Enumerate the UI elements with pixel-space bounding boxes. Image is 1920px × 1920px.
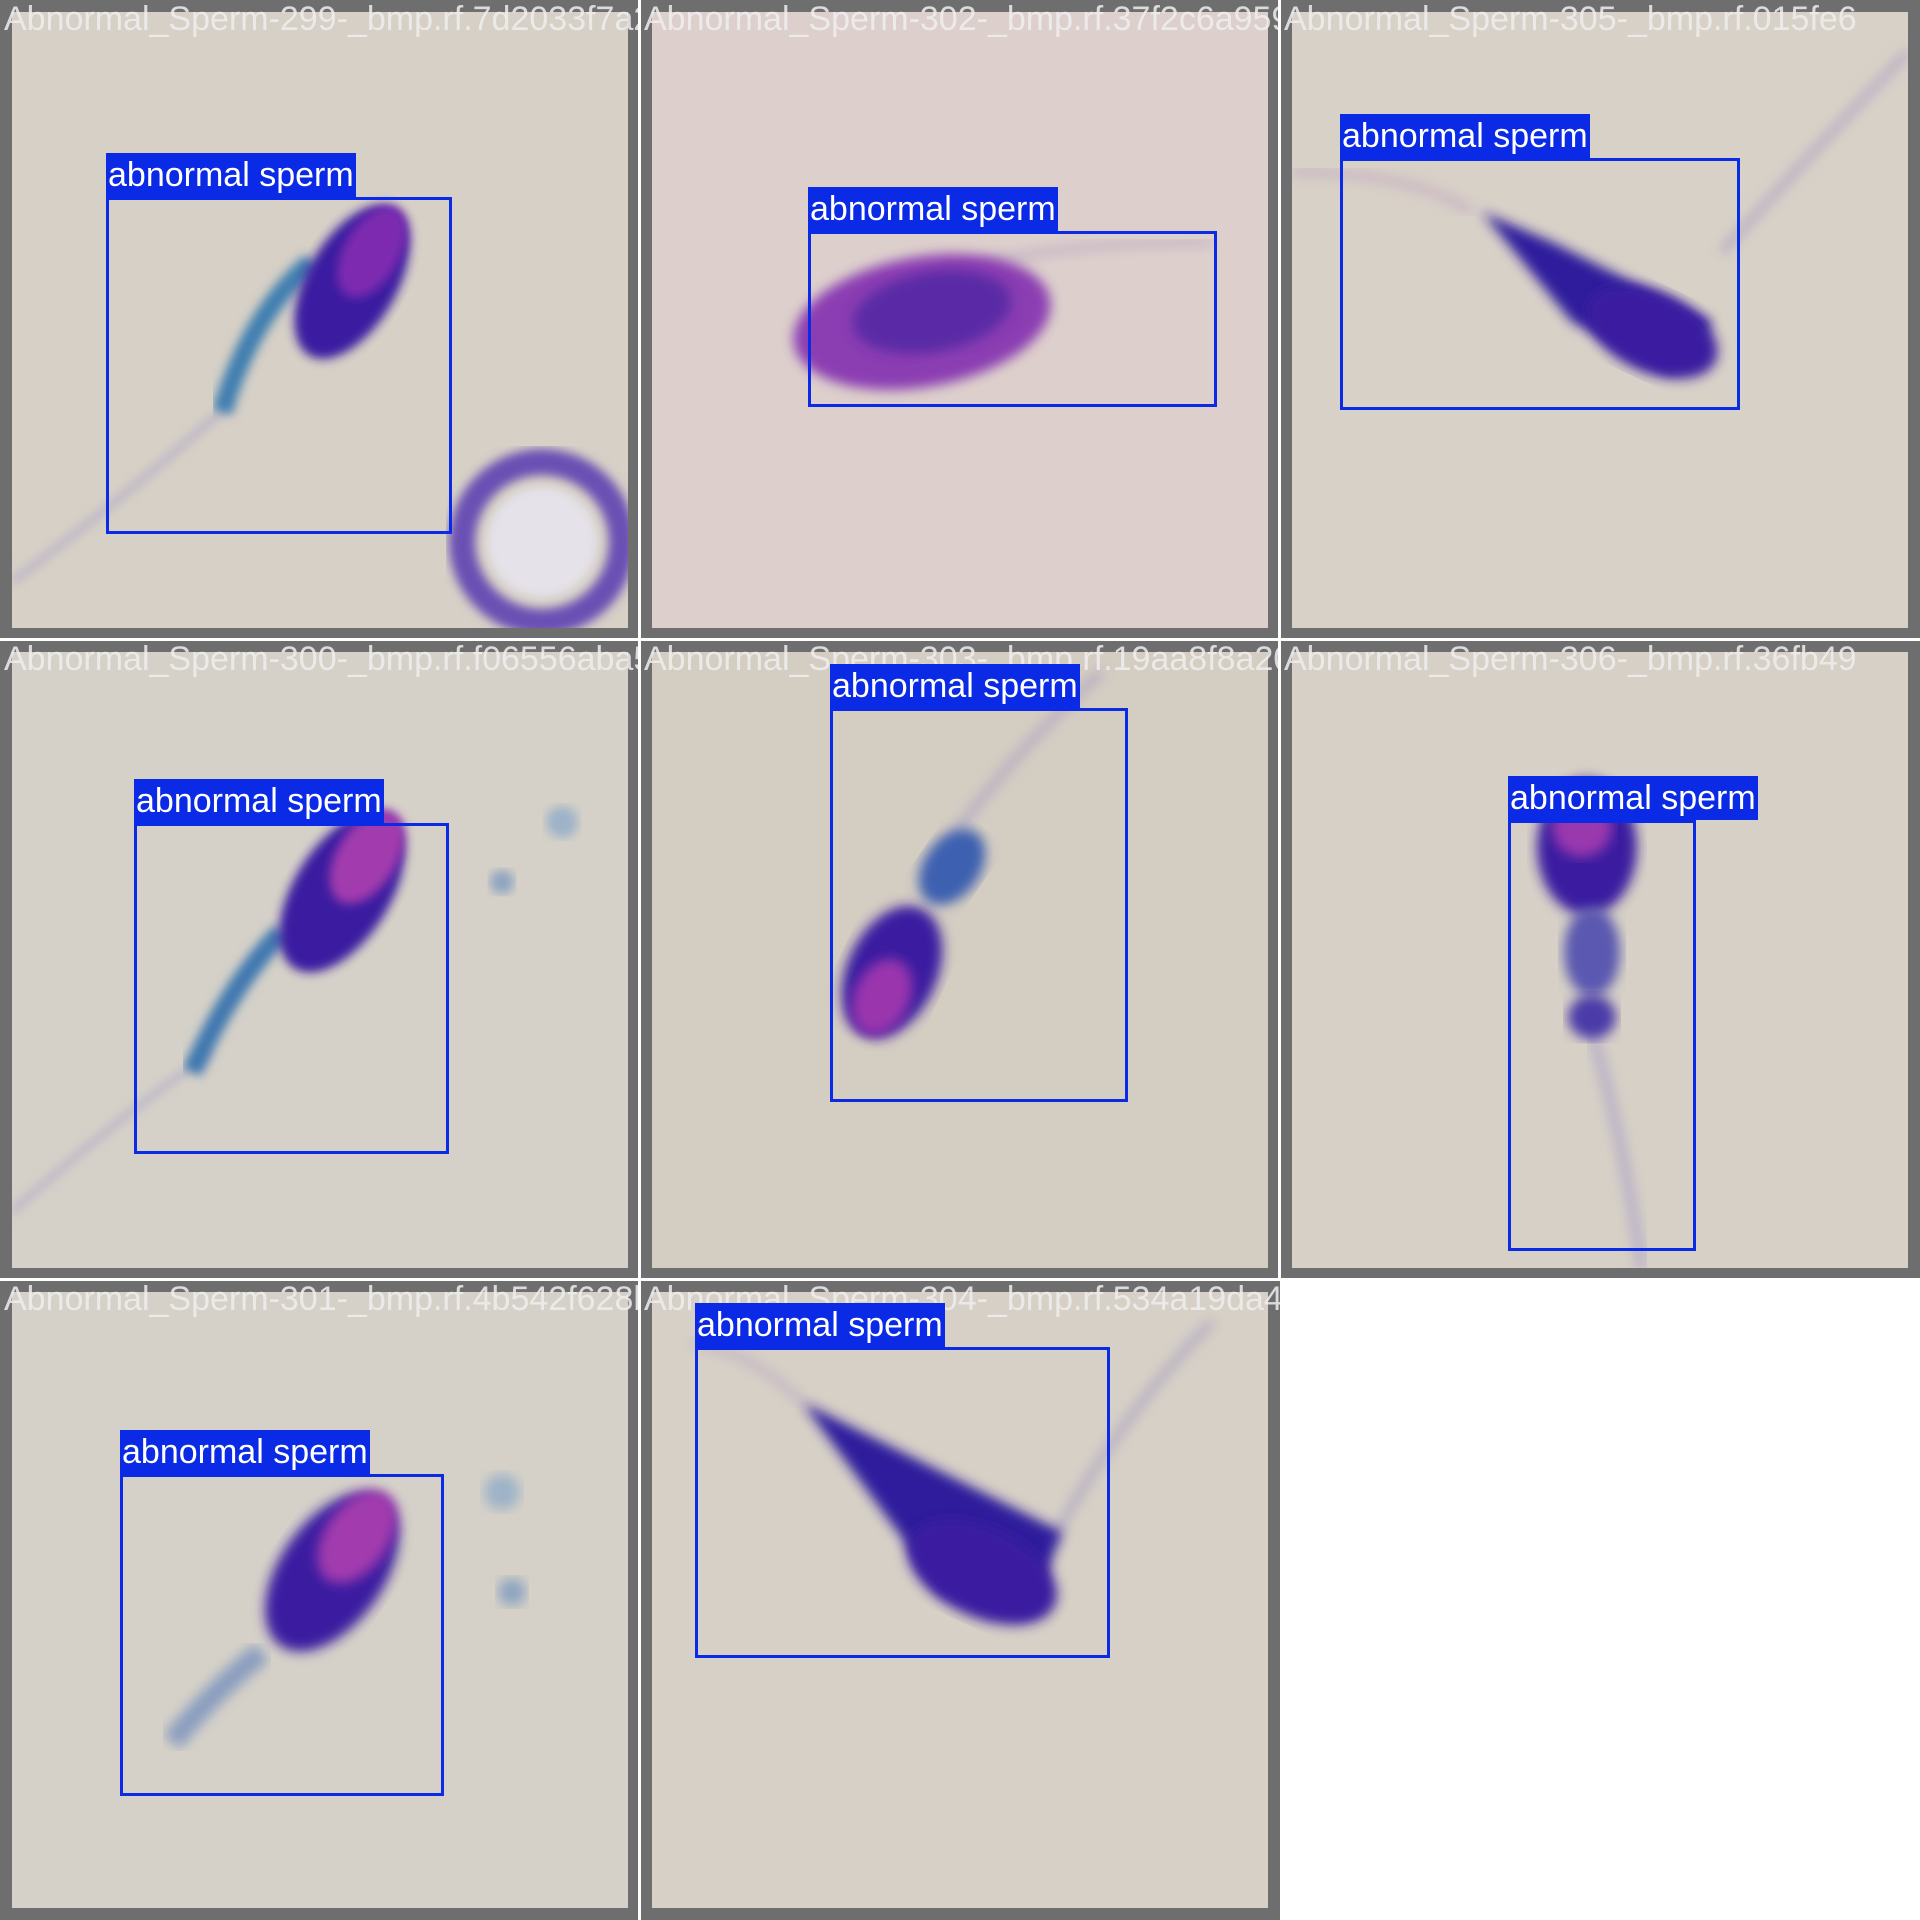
detection-label: abnormal sperm <box>830 664 1080 708</box>
detection-box <box>695 1347 1110 1658</box>
grid-divider <box>0 638 1920 641</box>
image-filename: Abnormal_Sperm-299-_bmp.rf.7d2033f7a2b48 <box>4 0 640 38</box>
image-filename: Abnormal_Sperm-301-_bmp.rf.4b542f628b7 <box>4 1280 640 1318</box>
grid-divider <box>638 0 641 1920</box>
detection-box <box>120 1474 444 1796</box>
image-tile-5: Abnormal_Sperm-303-_bmp.rf.19aa8f8a207e … <box>640 640 1280 1280</box>
detection-box <box>106 197 452 534</box>
micrograph-image <box>1292 652 1908 1268</box>
detection-label: abnormal sperm <box>1340 114 1590 158</box>
detection-label: abnormal sperm <box>1508 776 1758 820</box>
image-tile-1: Abnormal_Sperm-299-_bmp.rf.7d2033f7a2b48… <box>0 0 640 640</box>
image-tile-7: Abnormal_Sperm-301-_bmp.rf.4b542f628b7 a… <box>0 1280 640 1920</box>
detection-box <box>808 231 1217 407</box>
image-filename: Abnormal_Sperm-305-_bmp.rf.015fe6 <box>1284 0 1857 38</box>
micrograph-image <box>12 652 628 1268</box>
grid-divider <box>0 1278 1920 1281</box>
detection-box <box>134 823 449 1154</box>
detection-label: abnormal sperm <box>120 1430 370 1474</box>
detection-label: abnormal sperm <box>106 153 356 197</box>
detection-box <box>1508 820 1696 1251</box>
micrograph-image <box>652 1292 1268 1908</box>
detection-label: abnormal sperm <box>134 779 384 823</box>
detection-label: abnormal sperm <box>695 1303 945 1347</box>
micrograph-image <box>652 12 1268 628</box>
image-tile-4: Abnormal_Sperm-300-_bmp.rf.f06556aba5870… <box>0 640 640 1280</box>
detection-label: abnormal sperm <box>808 187 1058 231</box>
image-tile-3: Abnormal_Sperm-305-_bmp.rf.015fe6 abnorm… <box>1280 0 1920 640</box>
image-tile-6: Abnormal_Sperm-306-_bmp.rf.36fb49 abnorm… <box>1280 640 1920 1280</box>
image-filename: Abnormal_Sperm-302-_bmp.rf.37f2c6a9596c9 <box>644 0 1280 38</box>
image-filename: Abnormal_Sperm-300-_bmp.rf.f06556aba5870 <box>4 640 640 678</box>
image-filename: Abnormal_Sperm-306-_bmp.rf.36fb49 <box>1284 640 1857 678</box>
micrograph-image <box>12 1292 628 1908</box>
detection-box <box>830 708 1128 1102</box>
micrograph-image <box>652 652 1268 1268</box>
image-tile-2: Abnormal_Sperm-302-_bmp.rf.37f2c6a9596c9… <box>640 0 1280 640</box>
image-tile-8: Abnormal_Sperm-304-_bmp.rf.534a19da4e024… <box>640 1280 1280 1920</box>
micrograph-image <box>12 12 628 628</box>
detection-box <box>1340 158 1740 410</box>
